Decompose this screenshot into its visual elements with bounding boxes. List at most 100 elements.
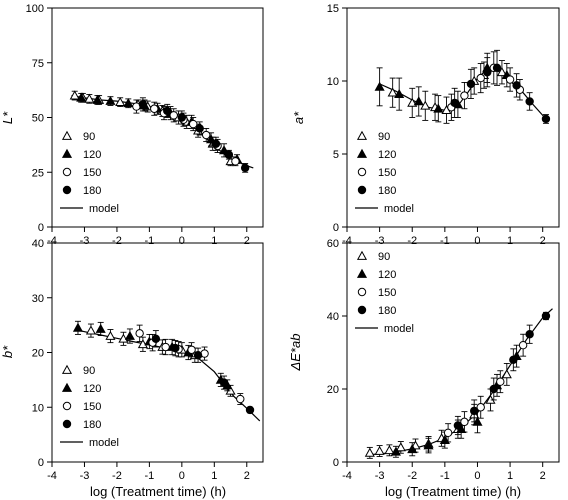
data-point [476,73,485,83]
series-180 [151,330,255,415]
data-point [123,98,134,108]
legend-label: 180 [83,419,101,431]
x-tick-label: 1 [211,470,217,482]
legend-label: 120 [83,383,101,395]
data-point [105,330,116,340]
data-point [496,377,505,386]
data-point [211,139,221,148]
data-point [394,88,405,98]
data-point [496,67,507,77]
legend: 90 120 150 180 model [60,364,119,449]
y-tick-label: 10 [32,402,44,414]
y-tick-label: 40 [327,311,339,323]
data-point [505,75,515,84]
legend-label: 150 [378,167,396,179]
legend-marker [61,130,73,140]
data-point [72,322,84,332]
data-point [541,114,551,124]
data-point [115,96,126,107]
y-tick-label: 15 [327,3,339,15]
legend-marker [62,167,72,177]
data-point [177,113,187,122]
x-tick-label: 0 [474,470,480,482]
data-point [443,428,453,437]
y-axis-label: a* [291,111,306,124]
x-tick-label: -4 [47,235,57,247]
legend-label: 150 [83,401,101,413]
y-axis-label: L* [0,111,15,124]
data-point [413,96,424,106]
y-axis-label: b* [0,345,15,358]
y-tick-label: 0 [38,222,44,234]
data-point [187,345,196,354]
data-point [105,95,116,105]
data-point [395,442,406,452]
data-point [512,81,521,90]
y-tick-label: 10 [327,76,339,88]
x-tick-label: -4 [342,470,352,482]
y-axis-label: ΔE*ab [288,334,303,372]
x-tick-label: -1 [144,235,154,247]
legend-label: 90 [83,131,95,143]
x-tick-label: -3 [80,235,90,247]
legend-label: model [89,203,119,215]
data-point [501,369,512,379]
data-point [236,394,245,404]
legend-marker [357,185,367,195]
y-tick-label: 0 [333,457,339,469]
legend: 90 120 150 180 model [355,250,414,335]
data-point [364,447,375,457]
y-tick-label: 0 [333,222,339,234]
legend-label: 150 [378,287,396,299]
x-tick-label: -2 [407,470,417,482]
data-point [450,98,459,108]
x-tick-label: -3 [375,235,385,247]
series-90 [364,363,512,459]
data-point [95,323,106,333]
legend-label: 90 [83,365,95,377]
x-tick-label: -2 [407,235,417,247]
data-point [76,92,87,102]
plot-frame [346,242,560,463]
legend-label: 120 [378,149,396,161]
data-point [420,100,431,110]
y-tick-label: 50 [32,113,44,125]
y-tick-label: 60 [327,238,339,250]
data-point [151,334,161,344]
x-tick-label: -1 [440,235,450,247]
data-point [374,445,385,455]
legend-label: 180 [378,185,396,197]
x-tick-label: -2 [112,235,122,247]
legend: 90 120 150 180 model [355,130,414,215]
x-tick-label: 1 [211,235,217,247]
legend-label: 180 [378,305,396,317]
data-point [118,333,129,343]
data-point [390,446,401,456]
legend-marker [61,364,73,374]
x-tick-label: 2 [244,470,250,482]
data-point [407,443,418,454]
data-point [509,355,518,364]
x-tick-label: -1 [144,470,154,482]
data-point [189,119,198,129]
legend-label: 120 [83,149,101,161]
legend-marker [62,185,72,195]
data-point [453,421,463,430]
legend-marker [356,148,368,158]
data-point [525,330,534,339]
legend-label: model [89,437,119,449]
series-150 [443,333,528,443]
data-point [201,130,211,140]
legend-label: 90 [378,251,390,263]
data-point [384,445,395,455]
x-tick-label: 1 [507,470,513,482]
y-tick-label: 100 [26,3,44,15]
legend: 90 120 150 180 model [60,130,119,215]
legend-label: 90 [378,131,390,143]
legend-marker [356,268,368,278]
legend-label: model [384,323,414,335]
